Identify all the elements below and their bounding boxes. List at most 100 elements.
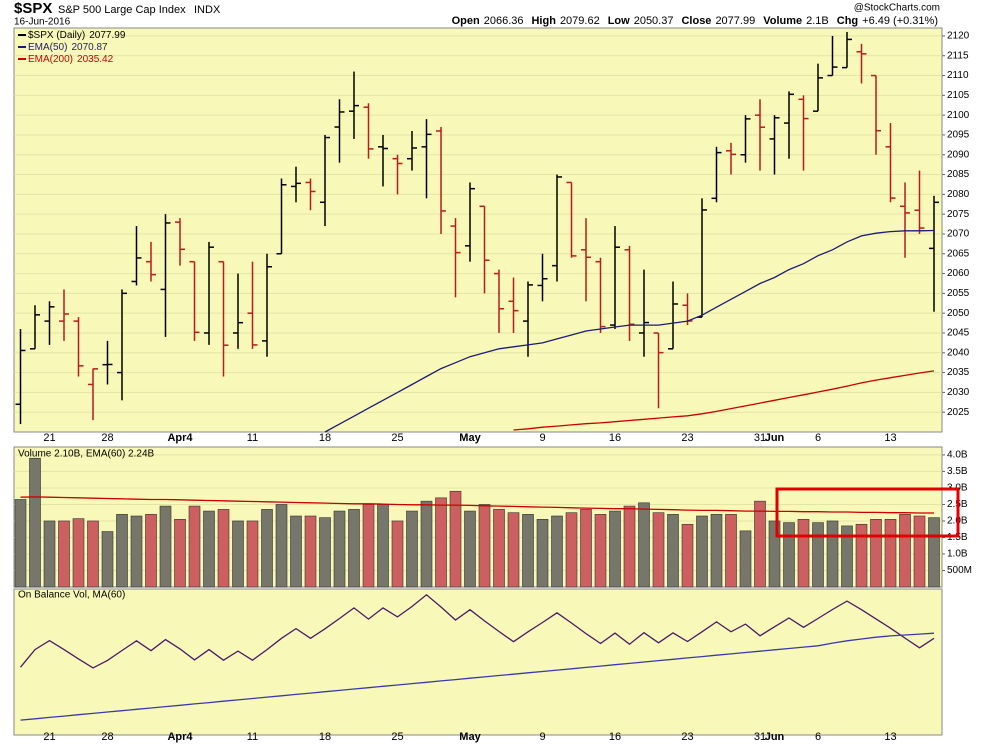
symbol: $SPX [14,0,52,17]
obv-panel [13,588,943,736]
volume-bar [58,520,70,588]
volume-bar [188,505,201,588]
quote-label: Volume [763,15,802,27]
volume-bar [536,519,549,588]
legend-name: EMA(50) [28,42,67,53]
volume-bar [101,531,114,588]
quote-label: Open [452,15,480,27]
quote-value: 2050.37 [634,15,674,27]
quote-label: Close [681,15,711,27]
y-tick-label: 2115 [947,50,969,61]
volume-bar [159,505,172,588]
volume-bar [478,504,491,588]
volume-bar [812,522,824,588]
x-tick-label: 18 [319,731,331,743]
price-panel [13,27,943,433]
volume-bar [638,502,650,588]
volume-bar [899,514,911,588]
quote-value: 2066.36 [484,15,524,27]
x-tick-label: 31 [754,432,766,444]
y-tick-label: 2070 [947,229,970,240]
x-tick-label: 28 [101,432,113,444]
legend-value: 2035.42 [77,54,114,65]
y-tick-label: 2035 [947,367,970,378]
series-line [513,370,935,431]
volume-bar [304,515,317,588]
volume-bar [246,520,259,588]
volume-bar [275,504,288,588]
volume-bar [362,504,375,588]
volume-bar [203,510,215,588]
exchange: INDX [194,4,221,16]
chart-layer: 2025 2030 2035 2040 2045 2050 2055 2060 2065 2070… [14,30,972,743]
y-tick-label: 4.0B [947,450,968,461]
y-tick-label: 2050 [947,308,970,319]
x-tick-label: 13 [884,731,896,743]
x-tick-label: 6 [815,432,821,444]
x-tick-label: 16 [609,432,621,444]
volume-bar [913,515,926,588]
volume-bar [449,490,462,588]
volume-bar [29,457,41,588]
volume-bar [261,509,273,588]
x-tick-label: 9 [539,432,545,444]
quote-line: Open 2066.36 High 2079.62 Low 2050.37 Close 207… [452,15,938,27]
legend-name: $SPX (Daily) [28,30,85,41]
date: 16-Jun-2016 [14,17,71,28]
source: @StockCharts.com [854,3,940,14]
volume-bar [290,515,302,588]
y-tick-label: 2040 [947,347,970,358]
volume-bar [507,512,520,588]
x-tick-label: 11 [247,731,258,743]
volume-bar [797,519,810,588]
legend-entry: Volume 2.10B, EMA(60) 2.24B [18,449,155,460]
volume-bar [493,509,505,588]
volume-bar [232,520,244,588]
volume-bar [826,520,839,588]
series-line [20,632,935,721]
volume-bar [377,504,389,588]
volume-bar [420,500,433,588]
volume-bar [565,512,578,588]
y-tick-label: 2030 [947,387,970,398]
quote-label: High [531,15,556,27]
x-tick-label: Apr4 [167,731,193,743]
y-tick-label: 2055 [947,288,970,299]
volume-bar [391,520,404,588]
x-tick-label: 31 [754,731,766,743]
volume-bar [681,523,694,588]
volume-bar [725,514,737,588]
y-tick-label: 500M [947,565,972,576]
volume-bar [855,523,868,588]
quote-value: 2.1B [806,15,829,27]
x-tick-label: 25 [391,731,403,743]
quote-label: Chg [837,15,858,27]
volume-bar [696,515,708,588]
volume-bar [754,500,766,588]
y-tick-label: 2110 [947,70,969,81]
x-tick-label: 13 [884,432,896,444]
legend-entry: EMA(50) 2070.87 [28,42,108,53]
y-tick-label: 2120 [947,31,970,42]
y-tick-label: 2105 [947,90,970,101]
volume-bar [870,519,882,588]
legend-entry: $SPX (Daily) 2077.99 [28,30,126,41]
volume-bar [768,520,781,588]
volume-bar [623,505,636,588]
y-tick-label: 2045 [947,328,970,339]
y-tick-label: 2065 [947,248,970,259]
x-tick-label: 11 [247,432,258,444]
highlight-box [775,487,960,538]
y-tick-label: 2080 [947,189,970,200]
x-tick-label: 16 [609,731,621,743]
y-tick-label: 2060 [947,268,970,279]
volume-bar [174,519,186,588]
x-tick-label: 21 [43,731,55,743]
volume-bar [116,514,128,588]
x-tick-label: 9 [539,731,545,743]
volume-bar [319,517,331,588]
volume-bar [783,522,795,588]
volume-bar [710,514,723,588]
x-tick-label: May [459,432,481,444]
